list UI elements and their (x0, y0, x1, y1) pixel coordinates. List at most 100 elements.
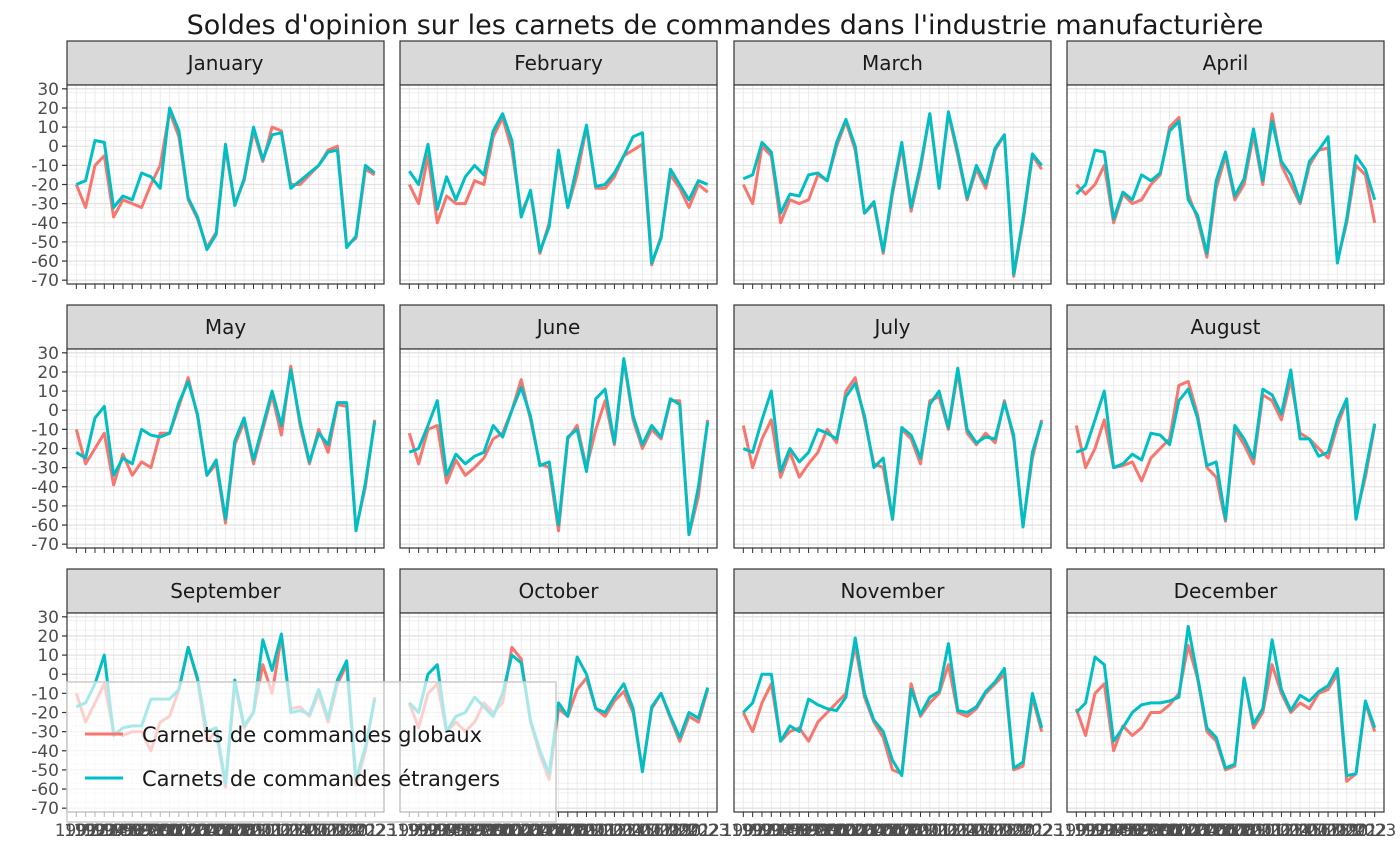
x-tick-label: 1993 (73, 821, 116, 841)
x-tick-label: 2014 (269, 821, 312, 841)
series-line-foreign (1075, 624, 1377, 778)
x-tick-label: 2015 (278, 821, 321, 841)
x-tick-label: 1992 (731, 821, 774, 841)
x-tick-label: 2020 (658, 821, 701, 841)
x-tick-label: 2011 (908, 821, 951, 841)
x-tick-label: 1995 (1092, 821, 1135, 841)
x-tick-label: 2022 (344, 821, 387, 841)
facet-strip (399, 568, 718, 614)
x-tick-label: 1995 (425, 821, 468, 841)
x-tick-label: 2018 (306, 821, 349, 841)
facet-label: June (535, 315, 581, 339)
x-tick-label: 2010 (232, 821, 275, 841)
y-tick-label: 10 (37, 118, 59, 138)
x-tick-label: 2016 (1288, 821, 1331, 841)
x-tick-label: 2012 (1250, 821, 1293, 841)
x-tick-label: 1995 (759, 821, 802, 841)
x-tick-label: 2004 (509, 821, 552, 841)
x-tick-label: 1994 (416, 821, 459, 841)
legend: Carnets de commandes globaux Carnets de c… (66, 681, 557, 823)
x-tick-label: 2006 (1195, 821, 1238, 841)
series-line-global (407, 359, 710, 537)
y-tick-label: -70 (31, 271, 59, 291)
series-line-foreign (742, 636, 1044, 778)
x-tick-label: 2013 (927, 821, 970, 841)
x-tick-label: 2007 (1204, 821, 1247, 841)
x-tick-label: 2019 (649, 821, 692, 841)
x-tick-label: 2007 (871, 821, 914, 841)
x-tick-label: 2017 (630, 821, 673, 841)
x-tick-label: 1993 (1073, 821, 1116, 841)
x-tick-label: 2001 (815, 821, 858, 841)
x-tick-label: 2003 (834, 821, 877, 841)
y-tick-label: 0 (48, 401, 59, 421)
x-tick-label: 2018 (973, 821, 1016, 841)
x-tick-label: 2023 (1020, 821, 1063, 841)
facet-june: June (399, 304, 718, 553)
x-tick-label: 2007 (204, 821, 247, 841)
x-tick-label: 1999 (462, 821, 505, 841)
y-tick-label: -10 (31, 156, 59, 176)
facet-label: May (205, 315, 247, 339)
series-line-foreign (408, 357, 710, 537)
x-tick-label: 2012 (583, 821, 626, 841)
x-tick-label: 2001 (481, 821, 524, 841)
x-tick-label: 2015 (1278, 821, 1321, 841)
y-tick-label: 30 (37, 608, 59, 628)
facet-strip (66, 568, 385, 614)
y-tick-label: 20 (37, 99, 59, 119)
series-line-foreign (75, 368, 377, 533)
x-tick-label: 2008 (1213, 821, 1256, 841)
x-tick-label: 2009 (890, 821, 933, 841)
x-tick-label: 1998 (120, 821, 163, 841)
facet-strip (733, 304, 1052, 350)
y-tick-label: -70 (31, 799, 59, 819)
x-tick-label: 1996 (434, 821, 477, 841)
x-tick-label: 2006 (528, 821, 571, 841)
facet-july: July (733, 304, 1052, 553)
x-tick-label: 2007 (537, 821, 580, 841)
facet-august: August (1066, 304, 1385, 553)
x-tick-label: 2001 (1148, 821, 1191, 841)
y-tick-label: -20 (31, 440, 59, 460)
x-tick-label: 2010 (899, 821, 942, 841)
y-tick-label: 0 (48, 665, 59, 685)
facet-strip (733, 40, 1052, 86)
x-tick-label: 2015 (945, 821, 988, 841)
x-tick-label: 2009 (1223, 821, 1266, 841)
y-tick-label: -30 (31, 723, 59, 743)
x-tick-label: 2021 (667, 821, 710, 841)
facet-strip (1066, 304, 1385, 350)
x-tick-label: 2001 (148, 821, 191, 841)
x-tick-label: 1992 (397, 821, 440, 841)
y-tick-label: -10 (31, 684, 59, 704)
x-tick-label: 1997 (111, 821, 154, 841)
x-tick-label: 2005 (1185, 821, 1228, 841)
facet-label: October (518, 579, 599, 603)
x-tick-label: 2020 (992, 821, 1035, 841)
x-tick-label: 2022 (1344, 821, 1387, 841)
y-tick-label: -40 (31, 742, 59, 762)
x-tick-label: 2019 (1316, 821, 1359, 841)
y-tick-label: 0 (48, 137, 59, 157)
x-tick-label: 2000 (472, 821, 515, 841)
x-tick-label: 2008 (546, 821, 589, 841)
x-tick-label: 1991 (55, 821, 98, 841)
y-tick-label: -40 (31, 214, 59, 234)
y-tick-label: 30 (37, 344, 59, 364)
x-tick-label: 2021 (334, 821, 377, 841)
x-tick-label: 2008 (213, 821, 256, 841)
facet-label: April (1203, 51, 1249, 75)
x-tick-label: 1993 (406, 821, 449, 841)
x-tick-label: 2023 (353, 821, 396, 841)
x-tick-label: 2019 (316, 821, 359, 841)
facet-february: February (399, 40, 718, 289)
x-tick-label: 2003 (1167, 821, 1210, 841)
x-tick-label: 2016 (621, 821, 664, 841)
y-tick-label: 20 (37, 627, 59, 647)
series-line-foreign (1075, 119, 1377, 265)
facet-label: February (514, 51, 603, 75)
y-tick-label: -30 (31, 459, 59, 479)
facet-strip (1066, 40, 1385, 86)
